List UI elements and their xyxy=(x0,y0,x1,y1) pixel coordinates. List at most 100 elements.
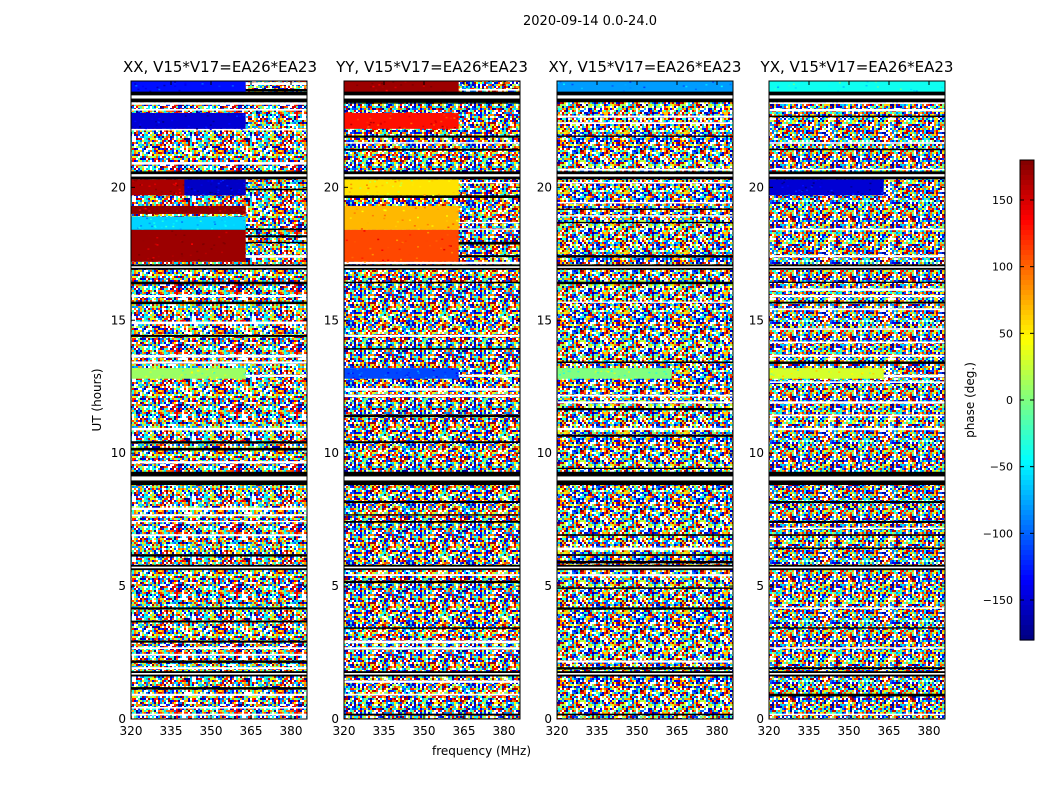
flag-line xyxy=(131,707,307,709)
flag-line xyxy=(557,407,733,411)
phase-band xyxy=(769,368,884,379)
flag-line xyxy=(769,381,945,383)
flag-line xyxy=(344,647,520,650)
flag-line xyxy=(769,294,945,298)
y-tick-label: 5 xyxy=(544,579,552,593)
flag-line xyxy=(131,520,307,523)
flag-line xyxy=(557,208,733,210)
flag-line xyxy=(769,607,945,609)
y-tick-label: 10 xyxy=(537,446,552,460)
y-tick-label: 10 xyxy=(324,446,339,460)
flag-line xyxy=(131,301,307,305)
phase-band xyxy=(184,179,246,196)
flag-line xyxy=(131,653,307,656)
flag-line xyxy=(769,501,945,504)
flag-line xyxy=(769,328,945,330)
phase-band xyxy=(769,179,884,196)
phase-band xyxy=(344,112,459,129)
y-tick-label: 15 xyxy=(111,313,126,327)
flag-line xyxy=(131,162,307,165)
y-tick-label: 5 xyxy=(331,579,339,593)
flag-line xyxy=(557,560,733,564)
flag-line xyxy=(344,135,520,138)
flag-line xyxy=(769,713,945,716)
heatmap-panel-yx xyxy=(768,80,946,720)
flag-line xyxy=(769,148,945,151)
flag-line xyxy=(344,195,520,198)
flag-line xyxy=(557,255,733,258)
x-axis-label: frequency (MHz) xyxy=(432,744,532,758)
y-tick-label: 20 xyxy=(111,180,126,194)
x-tick-label: 335 xyxy=(798,724,821,738)
flag-line xyxy=(769,341,945,344)
flag-line xyxy=(344,520,520,523)
flag-line xyxy=(557,401,733,404)
flag-line xyxy=(769,693,945,697)
flag-line xyxy=(769,142,945,144)
flag-line xyxy=(344,414,520,418)
flag-line xyxy=(769,301,945,304)
flag-line xyxy=(557,135,733,137)
flag-line xyxy=(344,441,520,444)
flag-line xyxy=(131,620,307,623)
phase-band xyxy=(131,205,246,214)
flag-line xyxy=(344,627,520,629)
panel-title-yy: YY, V15*V17=EA26*EA23 xyxy=(336,58,528,76)
flag-line xyxy=(344,713,520,716)
flag-line xyxy=(557,115,733,118)
x-tick-label: 350 xyxy=(200,724,223,738)
flag-line xyxy=(557,607,733,610)
colorbar xyxy=(1019,159,1035,641)
phase-band xyxy=(131,368,246,379)
flag-line xyxy=(344,261,520,265)
flag-line xyxy=(131,713,307,716)
flag-line xyxy=(131,321,307,325)
flag-line xyxy=(769,115,945,118)
heatmap-panel-xy xyxy=(556,80,734,720)
flag-line xyxy=(344,281,520,284)
flag-line xyxy=(344,394,520,398)
flag-line xyxy=(131,554,307,557)
colorbar-tick-label: 100 xyxy=(992,261,1013,274)
flag-line xyxy=(131,361,307,364)
flag-line xyxy=(557,667,733,670)
flag-line xyxy=(557,168,733,171)
y-tick-label: 10 xyxy=(111,446,126,460)
flag-line xyxy=(557,361,733,363)
phase-band xyxy=(344,229,459,262)
flag-line xyxy=(557,434,733,437)
flag-line xyxy=(769,414,945,417)
colorbar-tick-label: 50 xyxy=(999,327,1013,340)
x-tick-label: 335 xyxy=(373,724,396,738)
flag-line xyxy=(131,354,307,358)
flag-line xyxy=(131,687,307,690)
x-tick-label: 350 xyxy=(626,724,649,738)
flag-line xyxy=(344,388,520,391)
flag-line xyxy=(131,447,307,451)
colorbar-label: phase (deg.) xyxy=(963,362,977,438)
flag-line xyxy=(769,108,945,112)
flag-line xyxy=(769,228,945,231)
y-axis-label: UT (hours) xyxy=(90,368,104,432)
x-tick-label: 320 xyxy=(120,724,143,738)
figure-title: 2020-09-14 0.0-24.0 xyxy=(523,14,657,29)
flag-line xyxy=(557,574,733,577)
x-tick-label: 350 xyxy=(838,724,861,738)
phase-band xyxy=(344,368,459,379)
flag-line xyxy=(344,580,520,584)
flag-line xyxy=(344,693,520,696)
flag-line xyxy=(557,547,733,551)
y-tick-label: 10 xyxy=(749,446,764,460)
phase-band xyxy=(344,205,459,230)
flag-line xyxy=(344,348,520,350)
y-tick-label: 0 xyxy=(331,712,339,726)
x-tick-label: 365 xyxy=(666,724,689,738)
flag-line xyxy=(131,461,307,464)
flag-line xyxy=(557,221,733,224)
flag-line xyxy=(769,534,945,536)
x-tick-label: 380 xyxy=(280,724,303,738)
flag-line xyxy=(344,640,520,644)
x-tick-label: 335 xyxy=(586,724,609,738)
x-tick-label: 320 xyxy=(546,724,569,738)
